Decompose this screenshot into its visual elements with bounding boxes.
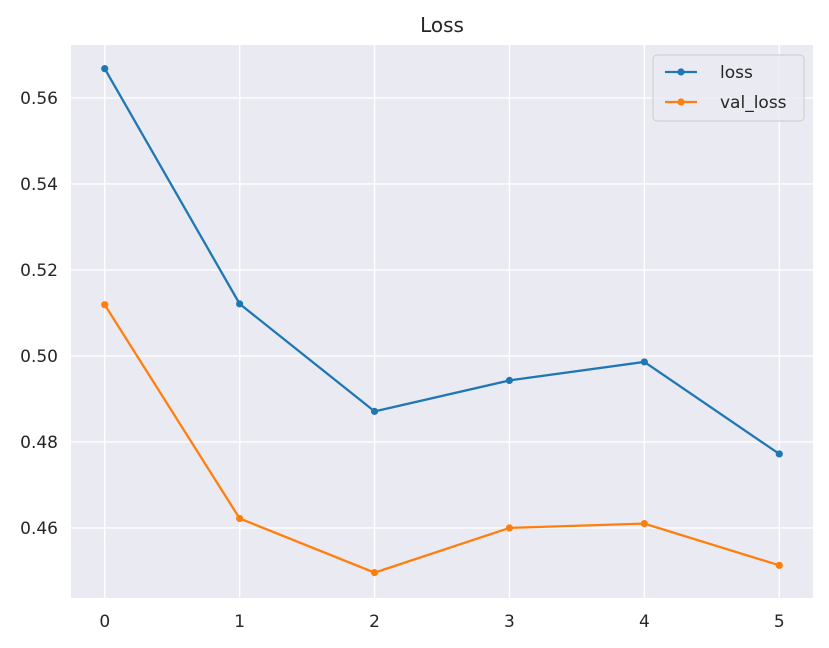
data-point-val_loss: [370, 569, 379, 577]
y-tick-label: 0.48: [20, 433, 58, 453]
series-loss: [101, 65, 783, 458]
legend-swatch-marker: [677, 98, 685, 106]
data-point-loss: [775, 450, 783, 458]
y-tick-label: 0.56: [20, 89, 58, 109]
data-point-loss: [370, 407, 379, 415]
data-point-val_loss: [505, 524, 514, 532]
series-line-val_loss: [103, 304, 780, 574]
series-line-loss: [103, 68, 780, 455]
x-tick-label: 5: [774, 612, 785, 632]
legend: loss val_loss: [652, 54, 805, 122]
grid-lines: [71, 45, 813, 598]
data-point-loss: [101, 65, 109, 73]
x-tick-label: 4: [639, 612, 650, 632]
series-val_loss: [101, 301, 783, 577]
data-point-loss: [236, 300, 244, 308]
data-point-val_loss: [236, 514, 244, 523]
legend-label: val_loss: [720, 93, 787, 113]
x-tick-labels: 0 1 2 3 4 5: [99, 612, 784, 632]
data-point-val_loss: [101, 301, 109, 309]
data-point-val_loss: [775, 561, 783, 569]
x-tick-label: 0: [99, 612, 110, 632]
y-tick-labels: 0.46 0.48 0.50 0.52 0.54 0.56: [20, 89, 58, 539]
y-tick-label: 0.54: [20, 175, 58, 195]
x-tick-label: 2: [369, 612, 380, 632]
y-tick-label: 0.52: [20, 261, 58, 281]
legend-label: loss: [720, 63, 753, 83]
x-tick-label: 1: [234, 612, 245, 632]
y-tick-label: 0.50: [20, 347, 58, 367]
series-layer: [101, 65, 783, 577]
data-point-loss: [640, 358, 648, 366]
data-point-loss: [505, 376, 514, 385]
y-tick-label: 0.46: [20, 519, 58, 539]
data-point-val_loss: [640, 520, 648, 528]
legend-swatch-marker: [677, 68, 685, 76]
x-tick-label: 3: [504, 612, 515, 632]
plot-area: [71, 45, 813, 598]
chart-title: Loss: [420, 13, 464, 37]
